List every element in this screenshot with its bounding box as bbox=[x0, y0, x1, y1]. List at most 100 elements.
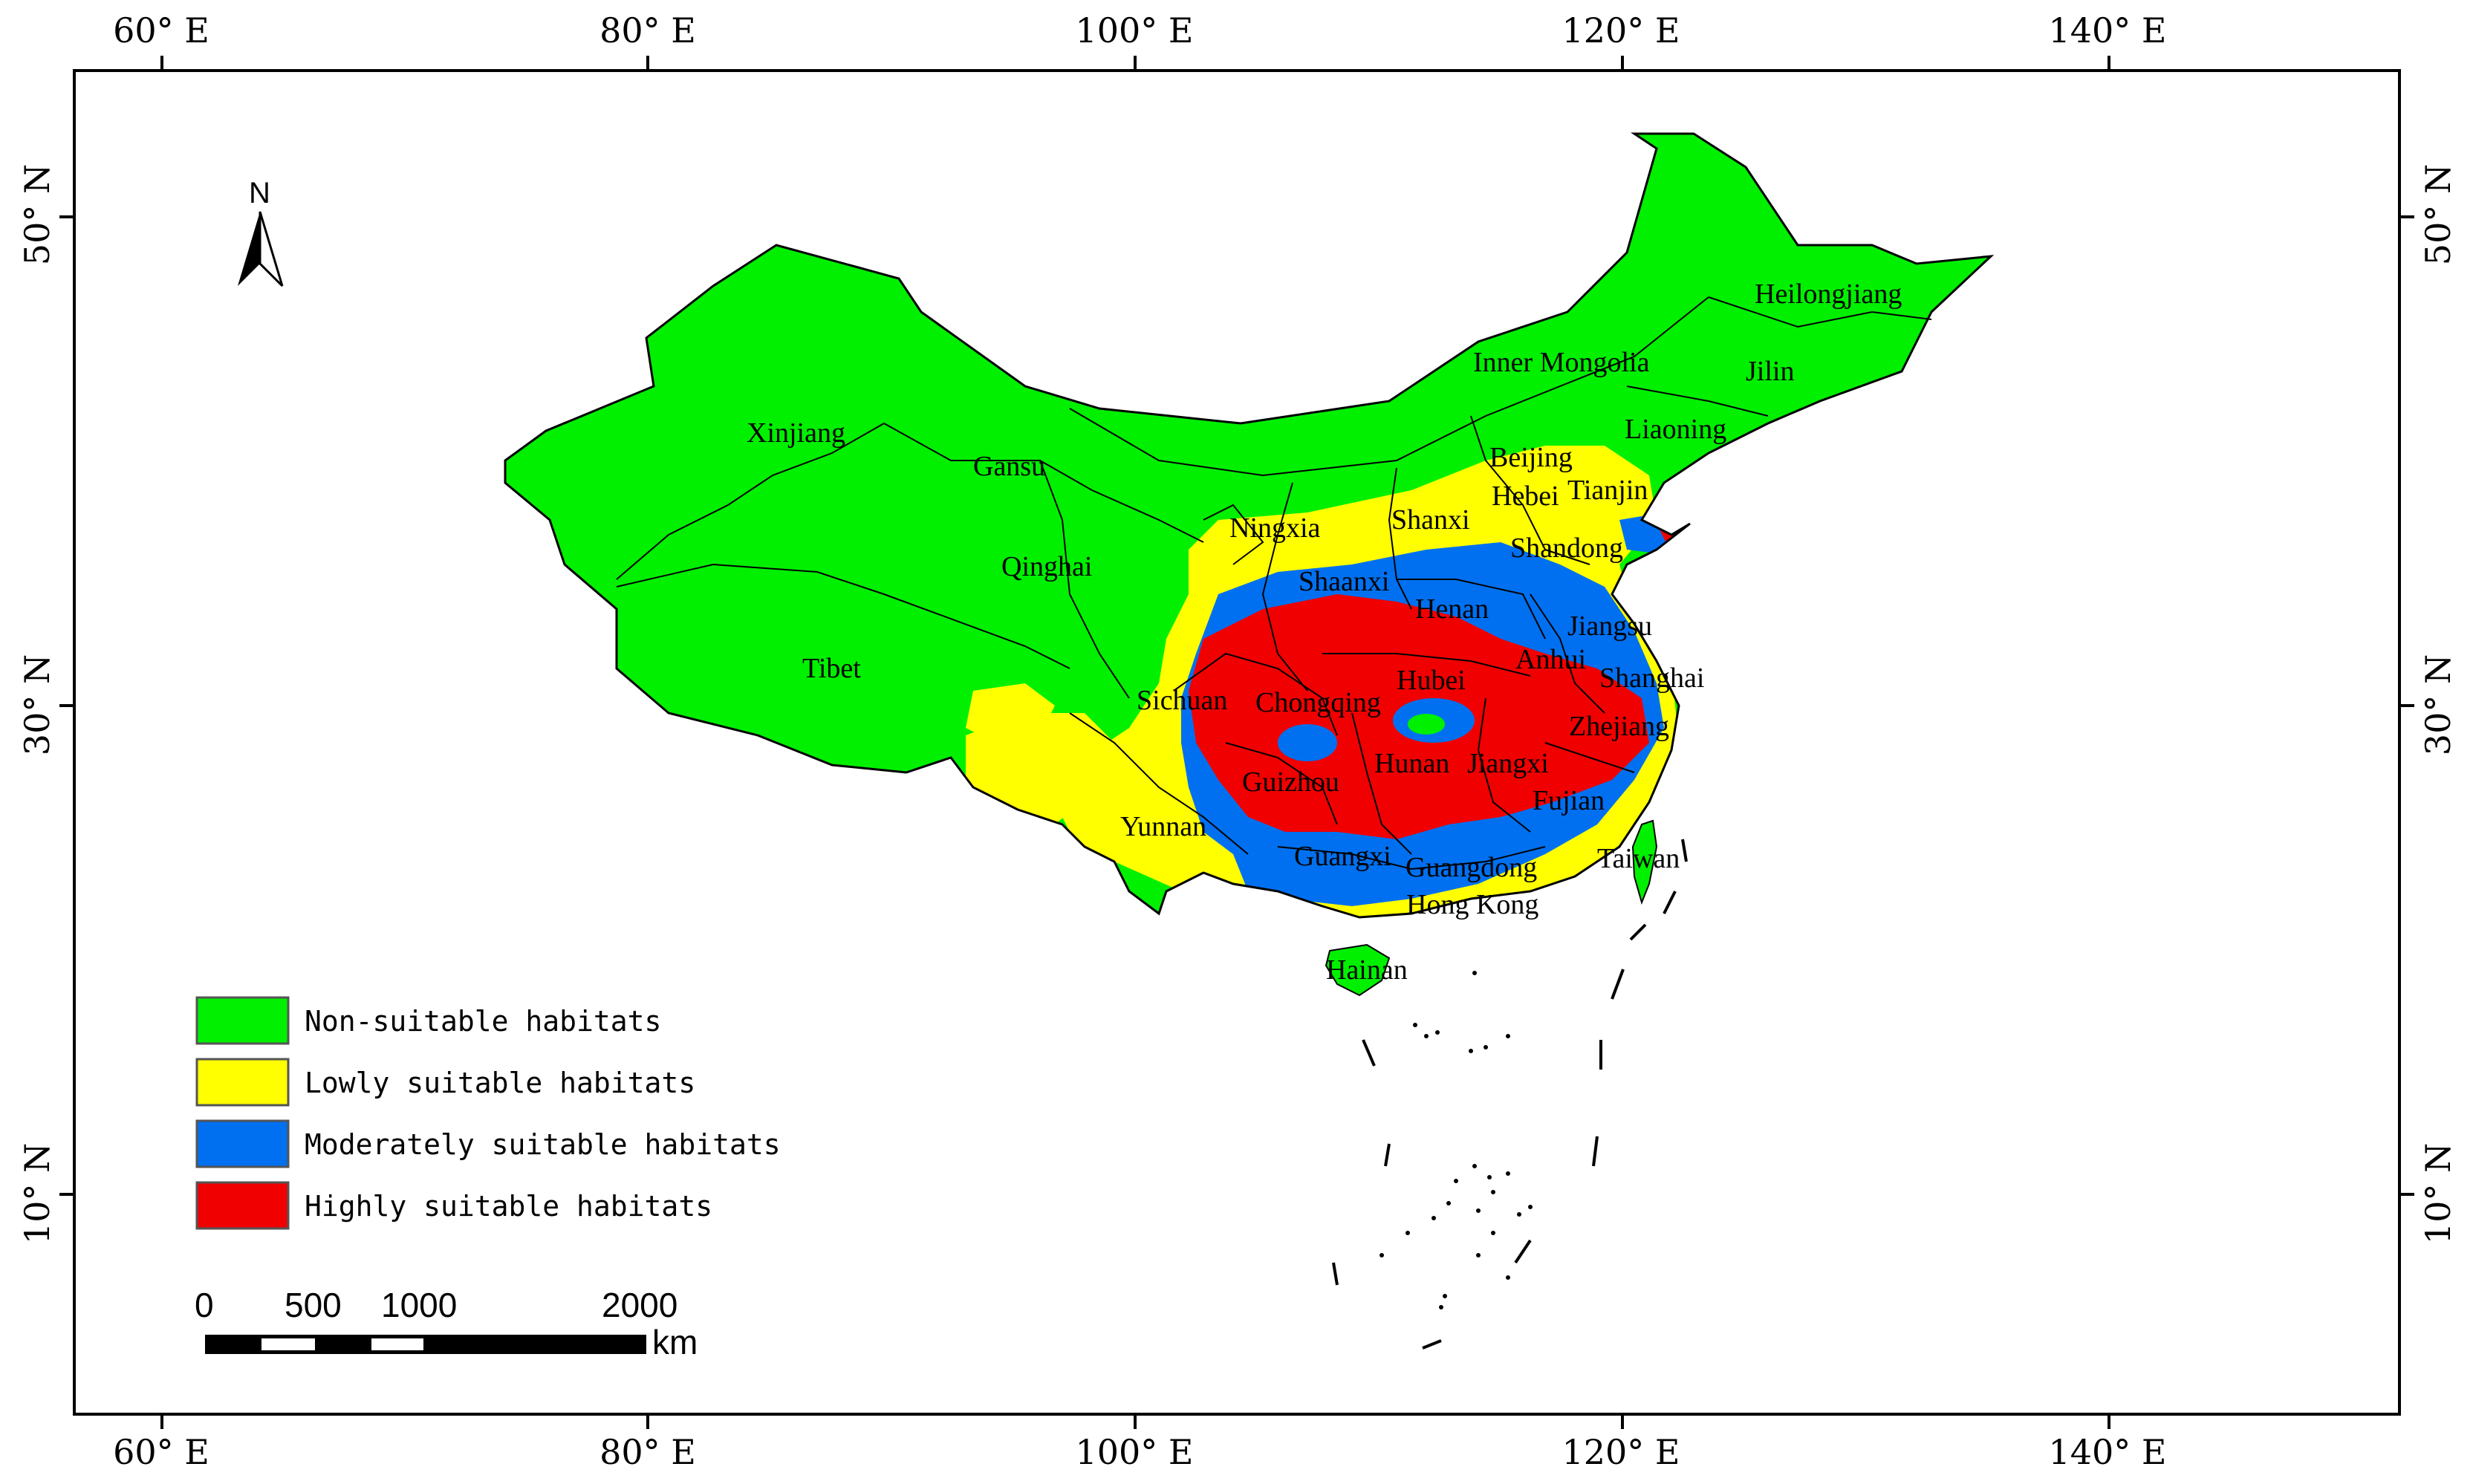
dash-3 bbox=[1629, 923, 1647, 941]
lon-label-bottom-80: 80° E bbox=[599, 1432, 696, 1472]
boundary-jiangxi bbox=[1477, 697, 1531, 833]
tick-right-30 bbox=[2401, 704, 2414, 707]
label-xinjiang: Xinjiang bbox=[747, 417, 845, 449]
tick-left-50 bbox=[59, 215, 73, 218]
label-shanghai: Shanghai bbox=[1599, 663, 1704, 694]
scale-unit: km bbox=[652, 1323, 698, 1361]
zone-moderate-patch-2 bbox=[1278, 724, 1337, 761]
dash-8 bbox=[1422, 1339, 1442, 1350]
north-arrow-right-half bbox=[259, 211, 284, 287]
label-heilongjiang: Heilongjiang bbox=[1755, 279, 1902, 310]
tick-right-10 bbox=[2401, 1193, 2414, 1196]
tick-top-100 bbox=[1134, 56, 1137, 69]
tick-bottom-60 bbox=[160, 1416, 163, 1429]
label-guangdong: Guangdong bbox=[1406, 852, 1537, 883]
label-jiangsu: Jiangsu bbox=[1567, 611, 1652, 642]
label-shaanxi: Shaanxi bbox=[1299, 566, 1389, 597]
legend: Non-suitable habitats Lowly suitable hab… bbox=[195, 996, 781, 1230]
dash-2 bbox=[1663, 891, 1677, 914]
scale-bar-white-2 bbox=[371, 1338, 423, 1350]
hainan-island bbox=[1325, 943, 1391, 997]
boundary-shanxi bbox=[1388, 467, 1412, 610]
label-tianjin: Tianjin bbox=[1567, 475, 1648, 506]
dash-9 bbox=[1332, 1262, 1339, 1286]
scale-label-1000: 1000 bbox=[381, 1286, 457, 1324]
boundary-qinghai-sichuan bbox=[1039, 460, 1130, 699]
legend-swatch-highly-suitable bbox=[195, 1181, 290, 1230]
lon-label-top-100: 100° E bbox=[1075, 10, 1194, 51]
boundary-shaanxi bbox=[1261, 482, 1308, 691]
zone-green-patch-hubei bbox=[1408, 714, 1445, 735]
province-labels: Xinjiang Tibet Qinghai Gansu Inner Mongo… bbox=[747, 279, 1902, 986]
boundary-guangxi-guangdong bbox=[1277, 846, 1546, 870]
north-arrow: N bbox=[238, 177, 284, 287]
label-yunnan: Yunnan bbox=[1120, 811, 1206, 842]
label-taiwan: Taiwan bbox=[1597, 843, 1680, 874]
boundary-anhui-jiangsu bbox=[1530, 593, 1605, 714]
label-beijing: Beijing bbox=[1489, 442, 1573, 473]
label-chongqing: Chongqing bbox=[1255, 687, 1381, 718]
label-zhejiang: Zhejiang bbox=[1569, 711, 1669, 742]
boundary-sichuan-chongqing bbox=[1173, 652, 1338, 736]
scale-bar: 0 500 1000 2000 km bbox=[195, 1286, 698, 1361]
legend-swatch-moderately-suitable bbox=[195, 1119, 290, 1168]
boundary-hunan bbox=[1351, 712, 1412, 855]
label-guangxi: Guangxi bbox=[1294, 841, 1391, 872]
suitability-zones bbox=[966, 446, 1688, 917]
nine-dash-line bbox=[1332, 839, 1688, 1350]
scale-label-2000: 2000 bbox=[602, 1286, 677, 1324]
label-anhui: Anhui bbox=[1515, 644, 1586, 675]
boundary-ningxia bbox=[1203, 504, 1264, 565]
lon-label-top-80: 80° E bbox=[599, 10, 696, 51]
label-hunan: Hunan bbox=[1374, 748, 1449, 779]
boundary-inner-mongolia bbox=[1069, 296, 1709, 477]
province-boundaries bbox=[616, 296, 1932, 870]
lon-label-bottom-60: 60° E bbox=[113, 1432, 209, 1472]
boundary-jilin-liaoning bbox=[1626, 385, 1769, 417]
label-hebei: Hebei bbox=[1492, 481, 1559, 512]
legend-swatch-non-suitable bbox=[195, 996, 290, 1045]
tick-top-60 bbox=[160, 56, 163, 69]
lon-label-bottom-140: 140° E bbox=[2048, 1432, 2167, 1472]
dash-11 bbox=[1362, 1039, 1376, 1067]
label-qinghai: Qinghai bbox=[1001, 551, 1092, 582]
tick-bottom-140 bbox=[2108, 1416, 2110, 1429]
legend-label-non-suitable: Non-suitable habitats bbox=[305, 1005, 661, 1038]
boundary-guizhou bbox=[1225, 742, 1338, 825]
lon-label-bottom-100: 100° E bbox=[1075, 1432, 1194, 1472]
tick-bottom-120 bbox=[1621, 1416, 1624, 1429]
dash-10 bbox=[1384, 1143, 1391, 1167]
label-guizhou: Guizhou bbox=[1242, 767, 1339, 798]
legend-label-highly-suitable: Highly suitable habitats bbox=[305, 1190, 712, 1223]
tick-bottom-100 bbox=[1134, 1416, 1137, 1429]
label-jiangxi: Jiangxi bbox=[1467, 748, 1549, 779]
tick-top-80 bbox=[646, 56, 649, 69]
tick-top-120 bbox=[1621, 56, 1624, 69]
scale-label-500: 500 bbox=[285, 1286, 342, 1324]
label-gansu: Gansu bbox=[973, 451, 1045, 482]
scale-bar-white-1 bbox=[261, 1338, 315, 1350]
label-henan: Henan bbox=[1415, 593, 1489, 625]
legend-label-lowly-suitable: Lowly suitable habitats bbox=[305, 1067, 695, 1099]
dash-7 bbox=[1514, 1239, 1532, 1264]
dash-4 bbox=[1611, 969, 1625, 1000]
label-fujian: Fujian bbox=[1533, 785, 1605, 816]
lon-label-top-60: 60° E bbox=[113, 10, 209, 51]
north-arrow-label: N bbox=[249, 177, 270, 209]
label-inner-mongolia: Inner Mongolia bbox=[1473, 347, 1650, 378]
label-hubei: Hubei bbox=[1397, 665, 1466, 696]
boundary-hebei bbox=[1470, 415, 1590, 565]
tick-top-140 bbox=[2108, 56, 2110, 69]
north-arrow-left-half bbox=[238, 212, 260, 286]
boundary-gansu bbox=[883, 423, 1204, 543]
label-hainan: Hainan bbox=[1326, 954, 1408, 986]
boundary-henan bbox=[1397, 579, 1546, 640]
taiwan-island bbox=[1631, 819, 1658, 905]
label-liaoning: Liaoning bbox=[1625, 414, 1726, 445]
label-tibet: Tibet bbox=[802, 653, 861, 684]
lon-label-top-120: 120° E bbox=[1562, 10, 1680, 51]
lon-label-top-140: 140° E bbox=[2048, 10, 2167, 51]
lon-label-bottom-120: 120° E bbox=[1562, 1432, 1680, 1472]
label-shandong: Shandong bbox=[1510, 533, 1623, 564]
